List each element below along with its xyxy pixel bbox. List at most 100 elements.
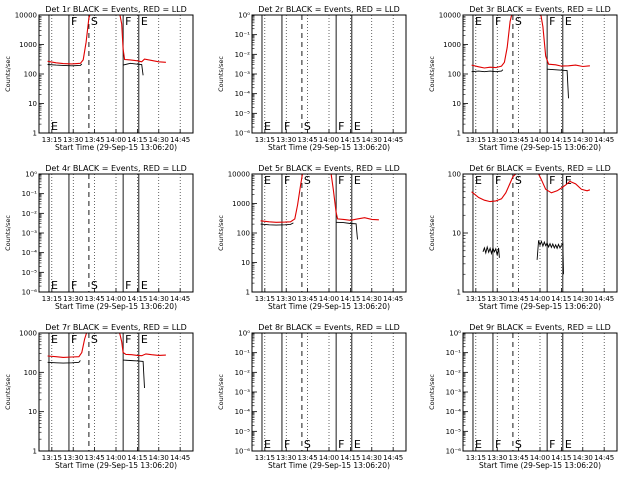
- x-axis-label: Start Time (29-Sep-15 13:06:20): [55, 302, 177, 311]
- y-tick-label: 10: [452, 230, 461, 238]
- y-tick-label: 1000: [232, 200, 250, 208]
- x-tick-label: 13:15: [466, 136, 486, 144]
- y-tick-label: 10⁻⁶: [22, 289, 38, 297]
- marker-label: E: [475, 15, 482, 28]
- events-series-line: [260, 222, 294, 226]
- x-tick-label: 13:30: [63, 295, 83, 303]
- marker-label: F: [284, 438, 290, 451]
- y-tick-label: 10⁻¹: [22, 190, 38, 198]
- y-tick-label: 10000: [439, 12, 461, 20]
- marker-label: E: [264, 120, 271, 133]
- x-tick-label: 13:45: [509, 295, 529, 303]
- marker-label: F: [549, 438, 555, 451]
- y-tick-label: 10⁰: [25, 171, 37, 179]
- marker-label: F: [495, 15, 501, 28]
- x-tick-label: 14:30: [362, 136, 382, 144]
- marker-label: F: [125, 279, 131, 292]
- x-tick-label: 13:15: [255, 454, 275, 462]
- marker-label: S: [91, 15, 98, 28]
- x-tick-label: 14:00: [319, 136, 339, 144]
- marker-label: F: [495, 174, 501, 187]
- x-tick-label: 14:00: [106, 136, 126, 144]
- x-axis-label: Start Time (29-Sep-15 13:06:20): [55, 461, 177, 470]
- marker-label: S: [304, 174, 311, 187]
- x-axis-label: Start Time (29-Sep-15 13:06:20): [268, 461, 390, 470]
- panel-title: Det 5r BLACK = Events, RED = LLD: [258, 164, 400, 173]
- x-tick-label: 13:30: [487, 454, 507, 462]
- x-tick-label: 14:30: [573, 295, 593, 303]
- x-tick-label: 14:15: [551, 295, 571, 303]
- marker-label: S: [515, 15, 522, 28]
- y-tick-label: 10⁻⁵: [22, 269, 38, 277]
- y-tick-label: 10: [28, 408, 37, 416]
- y-tick-label: 10000: [15, 12, 37, 20]
- x-tick-label: 14:30: [362, 295, 382, 303]
- panel-title: Det 4r BLACK = Events, RED = LLD: [45, 164, 187, 173]
- x-tick-label: 13:45: [85, 136, 105, 144]
- marker-label: E: [354, 174, 361, 187]
- lld-series-line: [47, 15, 166, 65]
- x-tick-label: 13:45: [298, 454, 318, 462]
- marker-label: E: [354, 438, 361, 451]
- x-axis-label: Start Time (29-Sep-15 13:06:20): [55, 143, 177, 152]
- lld-series-line: [260, 174, 379, 223]
- lld-series-line: [47, 333, 166, 358]
- marker-label: E: [141, 15, 148, 28]
- x-tick-label: 14:00: [319, 454, 339, 462]
- x-tick-label: 14:30: [149, 295, 169, 303]
- x-tick-label: 14:30: [573, 136, 593, 144]
- events-series-line: [547, 68, 569, 99]
- y-tick-label: 10⁻⁴: [235, 408, 251, 416]
- marker-label: E: [51, 120, 58, 133]
- x-axis-label: Start Time (29-Sep-15 13:06:20): [268, 143, 390, 152]
- plot-frame: [251, 332, 407, 452]
- y-tick-label: 10⁻²: [446, 369, 462, 377]
- x-axis-label: Start Time (29-Sep-15 13:06:20): [268, 302, 390, 311]
- marker-label: S: [304, 438, 311, 451]
- marker-label: F: [549, 174, 555, 187]
- y-tick-label: 1: [457, 289, 461, 297]
- y-tick-label: 1: [33, 130, 37, 138]
- events-series-line: [47, 360, 81, 364]
- x-tick-label: 14:30: [573, 454, 593, 462]
- y-axis-label: Counts/sec: [428, 56, 436, 92]
- y-axis-label: Counts/sec: [428, 374, 436, 410]
- y-tick-label: 10⁰: [449, 330, 461, 338]
- panel-title: Det 9r BLACK = Events, RED = LLD: [469, 323, 611, 332]
- x-tick-label: 13:45: [298, 295, 318, 303]
- marker-label: F: [338, 174, 344, 187]
- y-tick-label: 10⁻²: [235, 51, 251, 59]
- marker-label: S: [91, 279, 98, 292]
- y-tick-label: 10⁻⁴: [446, 408, 462, 416]
- y-tick-label: 10⁻³: [446, 389, 462, 397]
- x-tick-label: 13:30: [63, 454, 83, 462]
- plot-frame: [251, 14, 407, 134]
- x-axis-label: Start Time (29-Sep-15 13:06:20): [479, 461, 601, 470]
- marker-label: F: [284, 174, 290, 187]
- marker-label: F: [284, 120, 290, 133]
- x-tick-label: 14:15: [340, 136, 360, 144]
- y-tick-label: 100: [237, 230, 250, 238]
- y-tick-label: 1000: [443, 41, 461, 49]
- y-tick-label: 10⁻²: [22, 210, 38, 218]
- x-tick-label: 13:30: [487, 136, 507, 144]
- events-series-line: [336, 221, 358, 240]
- marker-label: E: [475, 438, 482, 451]
- x-tick-label: 13:15: [255, 295, 275, 303]
- events-series-line: [536, 240, 564, 275]
- x-tick-label: 14:45: [383, 454, 403, 462]
- x-axis-label: Start Time (29-Sep-15 13:06:20): [479, 143, 601, 152]
- events-series-line: [471, 69, 504, 73]
- marker-label: F: [549, 15, 555, 28]
- y-tick-label: 10⁻¹: [235, 349, 251, 357]
- x-tick-label: 14:45: [383, 136, 403, 144]
- marker-label: F: [71, 333, 77, 346]
- y-tick-label: 1: [33, 448, 37, 456]
- y-tick-label: 10⁰: [238, 12, 250, 20]
- y-tick-label: 100: [24, 71, 37, 79]
- marker-label: E: [264, 438, 271, 451]
